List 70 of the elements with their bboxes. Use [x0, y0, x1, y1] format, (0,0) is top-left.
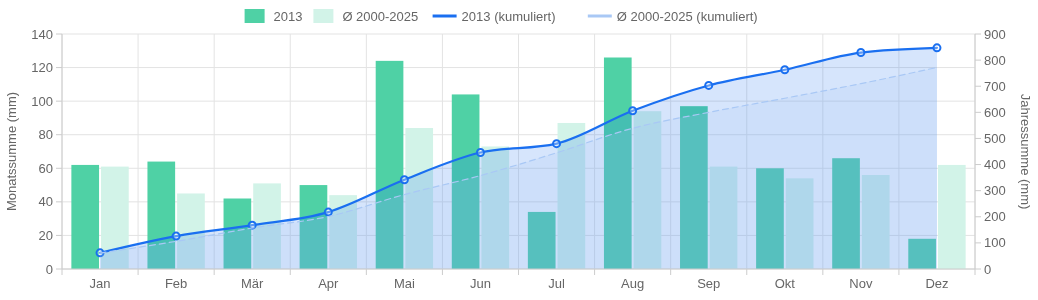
x-tick-label: Jan — [89, 276, 111, 291]
x-tick-label: Aug — [621, 276, 645, 291]
y-tick-label: 140 — [31, 26, 53, 42]
bar — [680, 106, 708, 269]
bar — [709, 166, 738, 269]
x-tick-label: Dez — [925, 276, 949, 291]
y2-tick-label: 800 — [984, 52, 1006, 68]
bar — [527, 211, 556, 269]
x-tick-label: Sep — [697, 276, 721, 291]
point — [323, 207, 333, 217]
point — [399, 175, 409, 185]
x-tick-label: Mär — [241, 276, 265, 291]
x-tick-label: Feb — [164, 276, 188, 291]
x-tick-label: Okt — [774, 276, 796, 291]
bar — [756, 168, 784, 269]
point — [704, 80, 714, 90]
bar — [405, 128, 434, 269]
bar — [375, 60, 404, 269]
bar — [253, 183, 281, 269]
x-tick-label: Nov — [849, 276, 873, 291]
y2-tick-label: 200 — [984, 209, 1006, 225]
bar — [147, 161, 176, 269]
y-tick-label: 60 — [38, 160, 53, 176]
point — [932, 43, 942, 53]
bar — [451, 94, 480, 269]
y2-axis-title: Jahressumme (mm) — [1018, 93, 1033, 210]
bar — [329, 195, 357, 269]
bar — [177, 193, 205, 269]
legend-label: 2013 — [273, 8, 303, 24]
bar — [481, 146, 510, 269]
y-tick-label: 40 — [38, 194, 53, 210]
bar — [785, 178, 814, 269]
bar — [101, 166, 129, 269]
x-tick-label: Jun — [469, 276, 491, 291]
point — [171, 231, 181, 241]
y2-tick-label: 700 — [984, 78, 1006, 94]
x-tick-label: Jul — [548, 276, 565, 291]
y-tick-label: 0 — [45, 261, 53, 277]
point — [780, 65, 790, 75]
bar — [832, 158, 860, 269]
y-tick-label: 100 — [31, 93, 53, 109]
y2-tick-label: 100 — [984, 235, 1006, 251]
bar — [937, 164, 966, 269]
point — [552, 139, 562, 149]
point — [856, 48, 866, 58]
y-tick-label: 20 — [38, 227, 53, 243]
y2-tick-label: 900 — [984, 26, 1006, 42]
bar — [861, 175, 890, 269]
bar — [908, 238, 936, 269]
x-tick-label: Mai — [393, 276, 415, 291]
y2-tick-label: 400 — [984, 157, 1006, 173]
legend-label: 2013 (kumuliert) — [461, 8, 556, 24]
bar — [633, 111, 662, 269]
y-tick-label: 80 — [38, 127, 53, 143]
bar — [299, 185, 328, 269]
legend-label: Ø 2000-2025 (kumuliert) — [616, 8, 758, 24]
point — [475, 148, 485, 158]
y2-tick-label: 500 — [984, 130, 1006, 146]
point — [628, 106, 638, 116]
y2-tick-label: 300 — [984, 183, 1006, 199]
x-tick-label: Apr — [318, 276, 340, 291]
bar — [223, 198, 252, 269]
y2-tick-label: 600 — [984, 104, 1006, 120]
y2-tick-label: 0 — [984, 261, 992, 277]
bar — [603, 57, 632, 269]
bar — [557, 122, 586, 269]
y-axis-title: Monatssumme (mm) — [4, 91, 19, 212]
legend-label: Ø 2000-2025 — [342, 8, 419, 24]
bar — [71, 164, 100, 269]
y-tick-label: 120 — [31, 60, 53, 76]
